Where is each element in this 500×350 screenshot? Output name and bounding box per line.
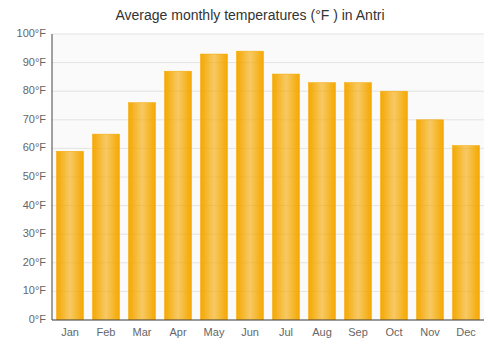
bars bbox=[57, 51, 480, 320]
y-tick-label: 30°F bbox=[23, 227, 47, 239]
chart: Average monthly temperatures (°F ) in An… bbox=[0, 0, 500, 350]
x-tick-label: Mar bbox=[133, 326, 152, 338]
bar bbox=[129, 103, 156, 320]
bar bbox=[381, 91, 408, 320]
y-tick-label: 100°F bbox=[17, 27, 47, 39]
y-tick-label: 20°F bbox=[23, 256, 47, 268]
bar bbox=[345, 83, 372, 320]
x-tick-label: Aug bbox=[312, 326, 332, 338]
y-tick-label: 90°F bbox=[23, 56, 47, 68]
x-tick-label: Nov bbox=[420, 326, 440, 338]
grid-line bbox=[52, 91, 484, 92]
x-tick-label: Jul bbox=[279, 326, 293, 338]
bar bbox=[165, 71, 192, 320]
y-axis: 0°F 10°F 20°F 30°F 40°F 50°F 60°F 70°F 80°F 90°F 1… bbox=[17, 27, 47, 325]
x-tick-label: Oct bbox=[385, 326, 402, 338]
title: Average monthly temperatures (°F ) in An… bbox=[115, 7, 384, 23]
grid-line bbox=[52, 320, 484, 321]
x-tick-label: May bbox=[204, 326, 225, 338]
y-grid bbox=[52, 34, 484, 320]
bar bbox=[57, 151, 84, 320]
plot-background bbox=[52, 34, 484, 320]
grid-line bbox=[52, 34, 484, 35]
bar bbox=[453, 146, 480, 320]
y-axis-line bbox=[52, 34, 53, 320]
bar bbox=[417, 120, 444, 320]
y-tick-label: 40°F bbox=[23, 199, 47, 211]
bar bbox=[201, 54, 228, 320]
bar bbox=[93, 134, 120, 320]
x-tick-label: Jun bbox=[241, 326, 259, 338]
x-tick-label: Apr bbox=[169, 326, 186, 338]
x-tick-label: Feb bbox=[97, 326, 116, 338]
grid-line bbox=[52, 62, 484, 63]
chart-container: Average monthly temperatures (°F ) in An… bbox=[0, 0, 500, 350]
y-tick-label: 10°F bbox=[23, 284, 47, 296]
y-tick-label: 60°F bbox=[23, 141, 47, 153]
x-tick-label: Sep bbox=[348, 326, 368, 338]
bar bbox=[309, 83, 336, 320]
x-tick-label: Dec bbox=[456, 326, 476, 338]
bar bbox=[273, 74, 300, 320]
x-tick-label: Jan bbox=[61, 326, 79, 338]
y-tick-label: 70°F bbox=[23, 113, 47, 125]
plot: 0°F 10°F 20°F 30°F 40°F 50°F 60°F 70°F 80°F 90°F 1… bbox=[17, 27, 484, 338]
y-tick-label: 80°F bbox=[23, 84, 47, 96]
y-tick-label: 0°F bbox=[29, 313, 47, 325]
x-axis-line bbox=[52, 320, 484, 321]
x-axis: Jan Feb Mar Apr May Jun Jul Aug Sep Oct Nov Dec bbox=[61, 326, 476, 338]
y-tick-label: 50°F bbox=[23, 170, 47, 182]
bar bbox=[237, 51, 264, 320]
